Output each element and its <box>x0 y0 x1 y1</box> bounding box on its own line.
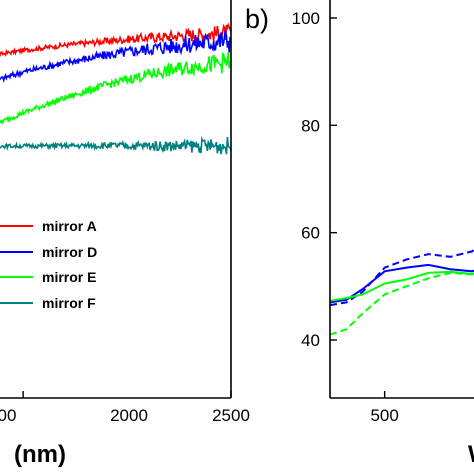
y-tick-label: 80 <box>301 116 320 135</box>
series-line-1 <box>329 263 474 304</box>
x-tick-label: 500 <box>370 406 398 425</box>
x-tick-label: 2500 <box>212 406 250 425</box>
y-tick-label: 60 <box>301 224 320 243</box>
series-line-2 <box>329 270 474 302</box>
legend-label: mirror A <box>42 218 97 234</box>
y-tick-label: 100 <box>292 9 320 28</box>
series-line-3 <box>329 271 474 336</box>
series-line-mirror-F <box>0 135 232 155</box>
panel-b: 40 60 80 100 500 Wb) <box>245 0 474 468</box>
y-tick-label: 40 <box>301 331 320 350</box>
legend-label: mirror E <box>42 269 96 285</box>
legend-label: mirror D <box>42 244 97 260</box>
x-axis-title: W <box>468 441 474 468</box>
panel-label: b) <box>245 4 269 34</box>
panel-a: 00 2000 2500 (nm) mirror A mirror D mirror E mi… <box>0 0 250 468</box>
legend-label: mirror F <box>42 295 96 311</box>
x-tick-label: 00 <box>0 406 16 425</box>
x-tick-label: 2000 <box>110 406 148 425</box>
series-line-mirror-A <box>0 22 232 58</box>
x-axis-title: (nm) <box>14 441 66 468</box>
series-line-mirror-D <box>0 30 232 84</box>
series-line-mirror-E <box>0 51 232 125</box>
